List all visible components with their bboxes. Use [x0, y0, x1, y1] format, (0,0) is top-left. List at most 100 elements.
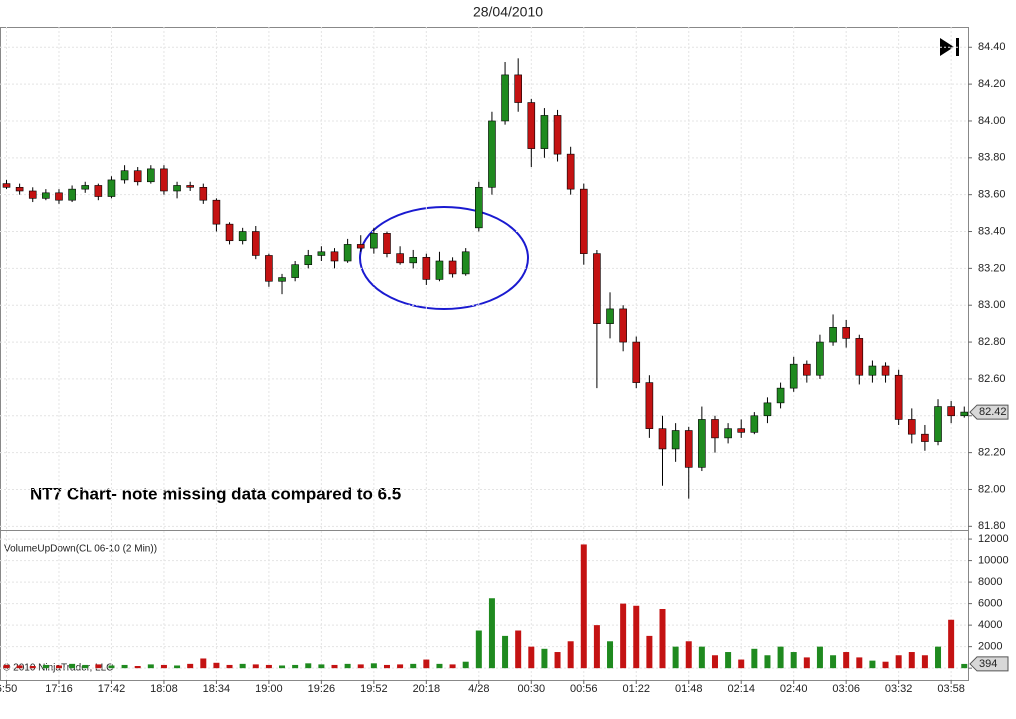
candle-body — [212, 199, 221, 225]
candle-body — [501, 74, 509, 122]
candle-body — [921, 433, 929, 442]
y2-tick-label: 8000 — [978, 576, 1002, 588]
candle-body — [514, 74, 522, 103]
volume-bar — [226, 664, 233, 669]
volume-bar — [567, 641, 574, 669]
volume-bar — [449, 664, 456, 669]
candle-body — [225, 223, 234, 242]
volume-bar — [55, 665, 62, 669]
volume-bar — [69, 663, 76, 669]
volume-bar — [961, 663, 968, 669]
y-tick-label: 83.20 — [978, 262, 1006, 274]
frame — [0, 27, 969, 681]
candle-body — [488, 120, 496, 188]
y-tick-label: 83.00 — [978, 299, 1006, 311]
y-tick-label: 82.20 — [978, 447, 1006, 459]
candle-body — [68, 188, 76, 201]
volume-bar — [383, 664, 390, 669]
x-tick-label: 19:26 — [308, 683, 336, 695]
candle-body — [370, 233, 378, 249]
candle-body — [855, 338, 864, 376]
volume-bar — [475, 630, 482, 669]
candle-body — [776, 387, 785, 404]
last-price-label: 82.42 — [979, 406, 1007, 418]
y-tick-label: 83.60 — [978, 189, 1006, 201]
volume-bar — [16, 665, 23, 669]
candle-body — [81, 185, 90, 190]
candle-body — [15, 186, 24, 192]
candle-body — [251, 231, 260, 256]
volume-bar — [593, 625, 600, 669]
candle-body — [619, 308, 627, 343]
candle-body — [724, 428, 732, 439]
volume-bar — [751, 648, 758, 669]
candle-body — [133, 170, 142, 183]
volume-bar — [147, 664, 154, 669]
candle-body — [448, 260, 457, 275]
x-tick-label: 17:42 — [98, 683, 126, 695]
volume-bar — [711, 655, 718, 669]
candle-body — [684, 430, 693, 468]
volume-bar — [672, 646, 679, 669]
last-volume-box — [969, 656, 1009, 672]
y-tick-label: 81.80 — [978, 520, 1006, 532]
volume-bar — [213, 662, 220, 669]
volume-bar — [331, 664, 338, 669]
candle-body — [160, 168, 168, 192]
y-tick-label: 82.00 — [978, 483, 1006, 495]
volume-bar — [370, 663, 377, 669]
volume-bar — [29, 666, 36, 669]
y-tick-label: 82.80 — [978, 336, 1006, 348]
candle-body — [265, 255, 273, 282]
candle-body — [960, 411, 969, 417]
volume-bar — [160, 664, 167, 669]
x-tick-label: 03:06 — [832, 683, 860, 695]
volume-bar — [856, 657, 863, 669]
volume-bar — [397, 664, 404, 669]
play-icon[interactable] — [940, 38, 954, 56]
x-tick-label: 17:16 — [45, 683, 73, 695]
indicator-label: VolumeUpDown(CL 06-10 (2 Min)) — [4, 544, 157, 555]
x-tick-label: 18:08 — [150, 683, 178, 695]
y-tick-label: 84.40 — [978, 41, 1006, 53]
candle-body — [907, 419, 916, 435]
volume-bar — [921, 655, 928, 669]
candle-body — [593, 253, 601, 324]
volume-bar — [659, 608, 666, 669]
candle-body — [186, 185, 194, 188]
volume-bar — [764, 655, 771, 669]
volume-bar — [318, 664, 325, 669]
volume-bar — [3, 664, 10, 669]
volume-bar — [239, 663, 246, 669]
candle-body — [842, 327, 850, 339]
y2-tick-label: 4000 — [978, 619, 1002, 631]
candle-body — [317, 251, 326, 256]
volume-bar — [528, 646, 535, 669]
y2-tick-label: 12000 — [978, 533, 1009, 545]
volume-bar — [515, 630, 522, 669]
candle-body — [829, 327, 837, 343]
x-tick-label: 01:22 — [622, 683, 650, 695]
candle-body — [199, 186, 208, 201]
x-tick-label: 6:50 — [0, 683, 17, 695]
candle-body — [881, 365, 890, 376]
candle-body — [803, 363, 811, 376]
candle-body — [42, 192, 50, 199]
x-tick-label: 00:56 — [570, 683, 598, 695]
candle-body — [553, 115, 562, 155]
volume-bar — [620, 603, 627, 669]
candle-body — [396, 253, 404, 264]
candle-body — [330, 251, 339, 262]
candle-body — [409, 257, 418, 264]
candle-body — [698, 419, 706, 468]
volume-bar — [580, 544, 587, 669]
candle-body — [343, 244, 352, 262]
volume-bar — [698, 646, 705, 669]
candle-body — [816, 341, 824, 376]
highlight-ellipse — [359, 206, 529, 310]
volume-bar — [265, 664, 272, 669]
last-volume-label: 394 — [979, 658, 997, 670]
candle-body — [671, 430, 680, 450]
